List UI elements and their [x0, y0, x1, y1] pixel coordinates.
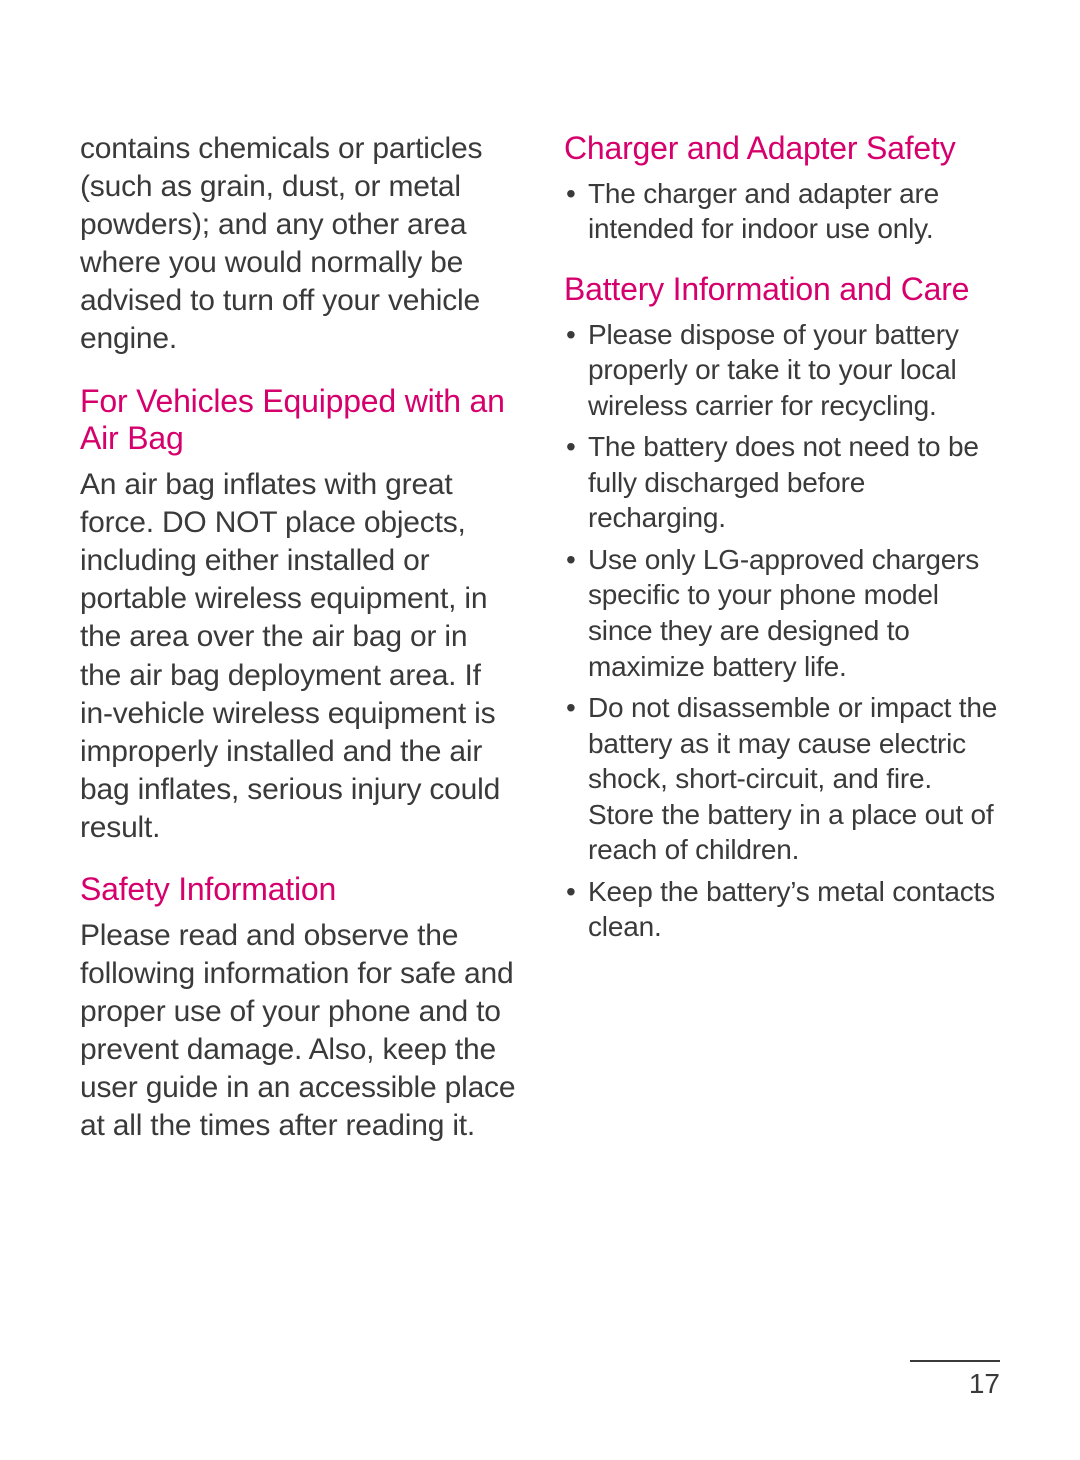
list-item: The battery does not need to be fully di…	[564, 429, 1000, 536]
two-column-layout: contains chemicals or particles (such as…	[80, 130, 1000, 1352]
right-column: Charger and Adapter Safety The charger a…	[564, 130, 1000, 1352]
page-number: 17	[969, 1368, 1000, 1399]
heading-safety-info: Safety Information	[80, 871, 516, 909]
page-number-block: 17	[910, 1360, 1000, 1400]
battery-care-list: Please dispose of your battery properly …	[564, 317, 1000, 945]
airbag-paragraph: An air bag inflates with great force. DO…	[80, 466, 516, 847]
left-column: contains chemicals or particles (such as…	[80, 130, 516, 1352]
page-footer: 17	[80, 1352, 1000, 1400]
list-item: Do not disassemble or impact the battery…	[564, 690, 1000, 868]
list-item: The charger and adapter are intended for…	[564, 176, 1000, 247]
charger-safety-list: The charger and adapter are intended for…	[564, 176, 1000, 247]
list-item: Please dispose of your battery properly …	[564, 317, 1000, 424]
heading-airbag: For Vehicles Equipped with an Air Bag	[80, 383, 516, 459]
page-number-rule	[910, 1360, 1000, 1362]
list-item: Keep the battery’s metal contacts clean.	[564, 874, 1000, 945]
intro-continuation: contains chemicals or particles (such as…	[80, 130, 516, 359]
heading-charger-safety: Charger and Adapter Safety	[564, 130, 1000, 168]
list-item: Use only LG-approved chargers specific t…	[564, 542, 1000, 684]
heading-battery-care: Battery Information and Care	[564, 271, 1000, 309]
safety-info-paragraph: Please read and observe the following in…	[80, 917, 516, 1146]
manual-page: contains chemicals or particles (such as…	[0, 0, 1080, 1460]
